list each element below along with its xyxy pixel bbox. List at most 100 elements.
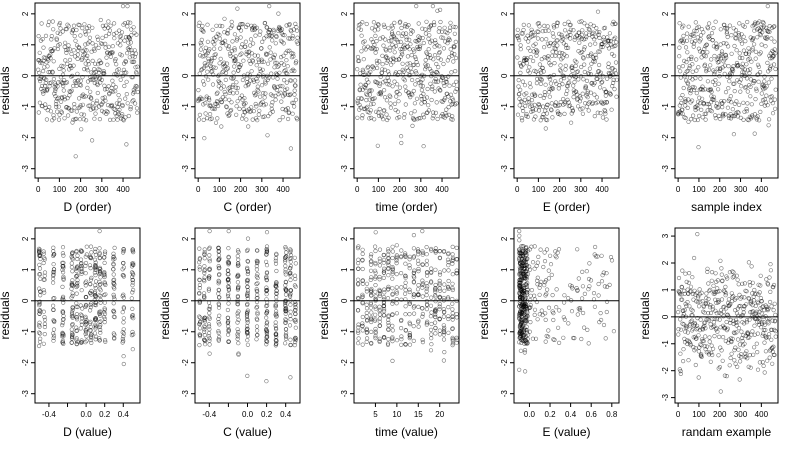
data-point <box>51 113 56 118</box>
data-point <box>274 288 279 293</box>
data-point <box>111 106 116 111</box>
data-point <box>377 287 382 292</box>
data-point <box>439 35 444 40</box>
data-point <box>425 302 430 307</box>
data-point <box>70 283 75 288</box>
data-point <box>67 57 73 63</box>
data-point <box>51 252 57 257</box>
data-point <box>547 94 552 99</box>
data-point <box>45 87 50 92</box>
data-point <box>421 91 426 97</box>
data-point <box>111 280 116 286</box>
data-point <box>707 305 713 310</box>
data-point <box>41 288 46 293</box>
data-point <box>36 33 41 39</box>
data-point <box>438 7 443 12</box>
data-point <box>600 44 605 50</box>
data-point <box>765 358 770 363</box>
data-point <box>694 68 699 73</box>
data-point <box>561 75 567 81</box>
data-point <box>740 338 745 344</box>
data-point <box>450 287 455 293</box>
data-point <box>768 262 773 267</box>
data-point <box>418 43 423 48</box>
data-point <box>529 97 535 103</box>
data-point <box>601 322 607 328</box>
data-point <box>556 340 562 346</box>
data-point <box>687 304 692 309</box>
data-point <box>532 266 537 271</box>
data-point <box>424 286 429 291</box>
data-point <box>437 249 442 254</box>
data-point <box>110 89 116 94</box>
data-point <box>223 38 228 44</box>
data-point <box>691 87 697 92</box>
data-point <box>386 273 391 278</box>
data-point <box>78 33 83 38</box>
data-point <box>75 265 80 271</box>
data-point <box>424 252 429 257</box>
data-point <box>725 74 730 79</box>
data-point <box>576 77 581 82</box>
data-point <box>544 111 550 116</box>
data-point <box>532 32 538 38</box>
data-point <box>360 251 365 256</box>
x-axis-label: sample index <box>691 200 762 214</box>
data-point <box>734 311 740 316</box>
data-point <box>216 258 221 263</box>
data-point <box>542 55 547 60</box>
data-point <box>75 328 80 333</box>
data-point <box>574 33 579 38</box>
data-point <box>703 111 709 116</box>
data-point <box>112 332 117 337</box>
data-point <box>368 254 374 259</box>
data-point <box>376 27 381 32</box>
data-point <box>568 32 573 38</box>
data-point <box>409 111 414 116</box>
data-point <box>450 117 455 122</box>
data-point <box>121 265 126 270</box>
data-point <box>580 284 586 289</box>
data-point <box>694 323 700 328</box>
data-point <box>121 316 126 321</box>
data-point <box>575 312 580 317</box>
data-point <box>759 299 764 304</box>
data-point <box>707 34 712 39</box>
data-point <box>97 270 103 276</box>
x-tick-label: 0.6 <box>586 410 598 419</box>
data-point <box>386 256 391 261</box>
data-point <box>274 291 279 296</box>
data-point <box>429 332 434 337</box>
data-point <box>736 102 742 107</box>
data-point <box>60 251 66 256</box>
data-point <box>373 297 378 302</box>
data-point <box>358 71 363 76</box>
data-point <box>607 282 612 288</box>
data-point <box>603 93 608 98</box>
data-point <box>604 299 610 304</box>
data-point <box>369 310 374 315</box>
data-point <box>274 280 279 285</box>
data-point <box>697 328 703 333</box>
data-point <box>747 70 752 76</box>
data-point <box>70 278 75 283</box>
data-point <box>736 63 741 68</box>
data-point <box>77 23 82 28</box>
y-tick-label: 0 <box>340 298 349 303</box>
data-point <box>603 109 608 114</box>
data-point <box>773 87 778 92</box>
data-point <box>739 295 744 300</box>
data-point <box>738 77 744 82</box>
data-point <box>54 104 59 109</box>
data-point <box>266 34 271 39</box>
data-point <box>79 313 84 318</box>
data-point <box>63 58 68 63</box>
data-point <box>102 316 107 322</box>
data-point <box>526 100 532 105</box>
data-point <box>218 56 223 62</box>
data-point <box>236 261 241 266</box>
data-point <box>236 309 241 314</box>
data-point <box>741 333 746 338</box>
data-point <box>198 332 203 338</box>
data-point <box>234 80 239 85</box>
